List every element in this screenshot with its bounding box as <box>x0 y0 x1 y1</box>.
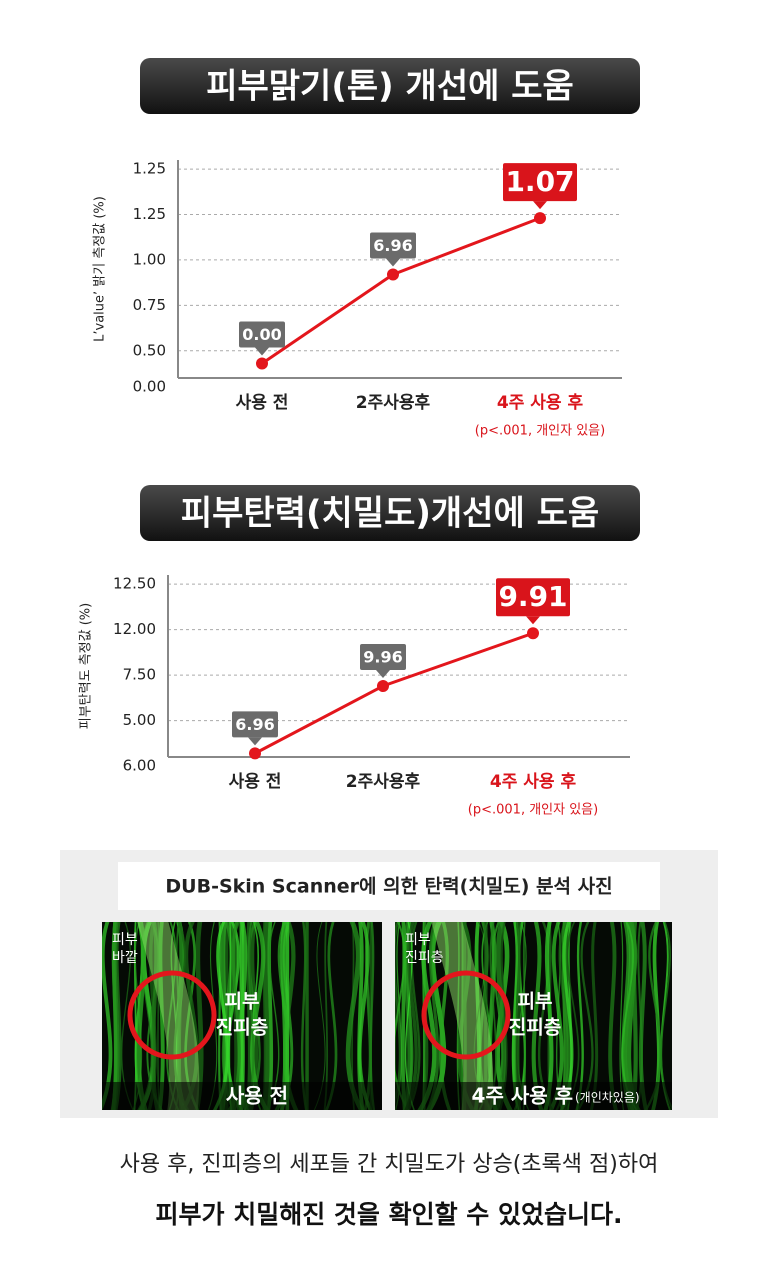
y-axis-label: L’value’ 밝기 측정값 (%) <box>93 196 108 342</box>
footer-line: 피부가 치밀해진 것을 확인할 수 있었습니다. <box>155 1200 622 1229</box>
x-tick-label: 사용 전 <box>229 772 282 792</box>
y-tick-label: 1.25 <box>133 205 166 223</box>
significance-note: (p<.001, 개인자 있음) <box>468 803 598 818</box>
data-point <box>249 747 261 760</box>
x-tick-label: 2주사용후 <box>346 771 421 792</box>
footer-line: 사용 후, 진피층의 세포들 간 치밀도가 상승(초록색 점)하여 <box>120 1152 659 1177</box>
x-tick-label: 4주 사용 후 <box>497 392 584 413</box>
value-label-box <box>239 321 285 348</box>
value-label-box <box>232 711 278 738</box>
x-tick-label: 4주 사용 후 <box>490 771 577 792</box>
value-label-box <box>496 578 570 617</box>
value-label: 6.96 <box>235 715 274 734</box>
y-tick-label: 0.75 <box>133 296 166 314</box>
value-label-pointer <box>386 258 400 267</box>
value-label-box <box>503 163 577 202</box>
y-tick-label: 0.00 <box>133 378 166 396</box>
y-tick-label: 5.00 <box>123 711 156 729</box>
y-tick-label: 12.00 <box>113 620 156 638</box>
data-point <box>377 680 389 693</box>
value-label: 6.96 <box>373 236 412 255</box>
value-label-pointer <box>255 347 269 356</box>
bottom-label: 사용 전 <box>226 1084 288 1108</box>
value-label-pointer <box>526 616 540 625</box>
title-banner <box>140 485 640 541</box>
value-label-box <box>370 232 416 259</box>
value-label-pointer <box>248 737 262 746</box>
y-tick-label: 0.50 <box>133 341 166 359</box>
highlight-circle <box>127 970 217 1060</box>
corner-label: 바깥 <box>112 950 138 966</box>
scanner-caption: DUB-Skin Scanner에 의한 탄력(치밀도) 분석 사진 <box>165 876 612 898</box>
value-label-pointer <box>533 201 547 210</box>
y-axis-label: 피부탄력도 측정값 (%) <box>79 603 94 729</box>
middle-label: 피부 <box>518 991 553 1013</box>
middle-label: 피부 <box>225 991 260 1013</box>
middle-label: 진피층 <box>509 1017 561 1039</box>
bottom-label: 4주 사용 후 <box>472 1084 573 1108</box>
y-tick-label: 7.50 <box>123 666 156 684</box>
data-point <box>527 627 539 640</box>
x-tick-label: 사용 전 <box>236 393 289 413</box>
chart-title: 피부탄력(치밀도)개선에 도움 <box>181 494 599 534</box>
value-label: 0.00 <box>242 325 281 344</box>
bottom-bar <box>102 1082 382 1110</box>
y-tick-label: 6.00 <box>123 757 156 775</box>
y-tick-label: 1.25 <box>133 160 166 178</box>
corner-label: 진피층 <box>405 950 444 966</box>
value-label: 1.07 <box>505 165 574 198</box>
caption-box <box>118 862 660 910</box>
title-banner <box>140 58 640 114</box>
value-label: 9.96 <box>363 648 402 667</box>
highlight-circle <box>421 970 511 1060</box>
data-point <box>387 268 399 281</box>
middle-label: 진피층 <box>216 1017 268 1039</box>
chart-title: 피부맑기(톤) 개선에 도움 <box>206 67 574 107</box>
corner-label: 피부 <box>112 932 138 948</box>
value-label-box <box>360 644 406 671</box>
value-label-pointer <box>376 670 390 679</box>
data-point <box>534 212 546 225</box>
data-point <box>256 357 268 370</box>
y-tick-label: 12.50 <box>113 575 156 593</box>
bottom-note: (개인차있음) <box>575 1091 640 1105</box>
bottom-bar <box>395 1082 672 1110</box>
significance-note: (p<.001, 개인자 있음) <box>475 424 605 439</box>
value-label: 9.91 <box>498 580 567 613</box>
x-tick-label: 2주사용후 <box>356 392 431 413</box>
y-tick-label: 1.00 <box>133 250 166 268</box>
corner-label: 피부 <box>405 932 431 948</box>
